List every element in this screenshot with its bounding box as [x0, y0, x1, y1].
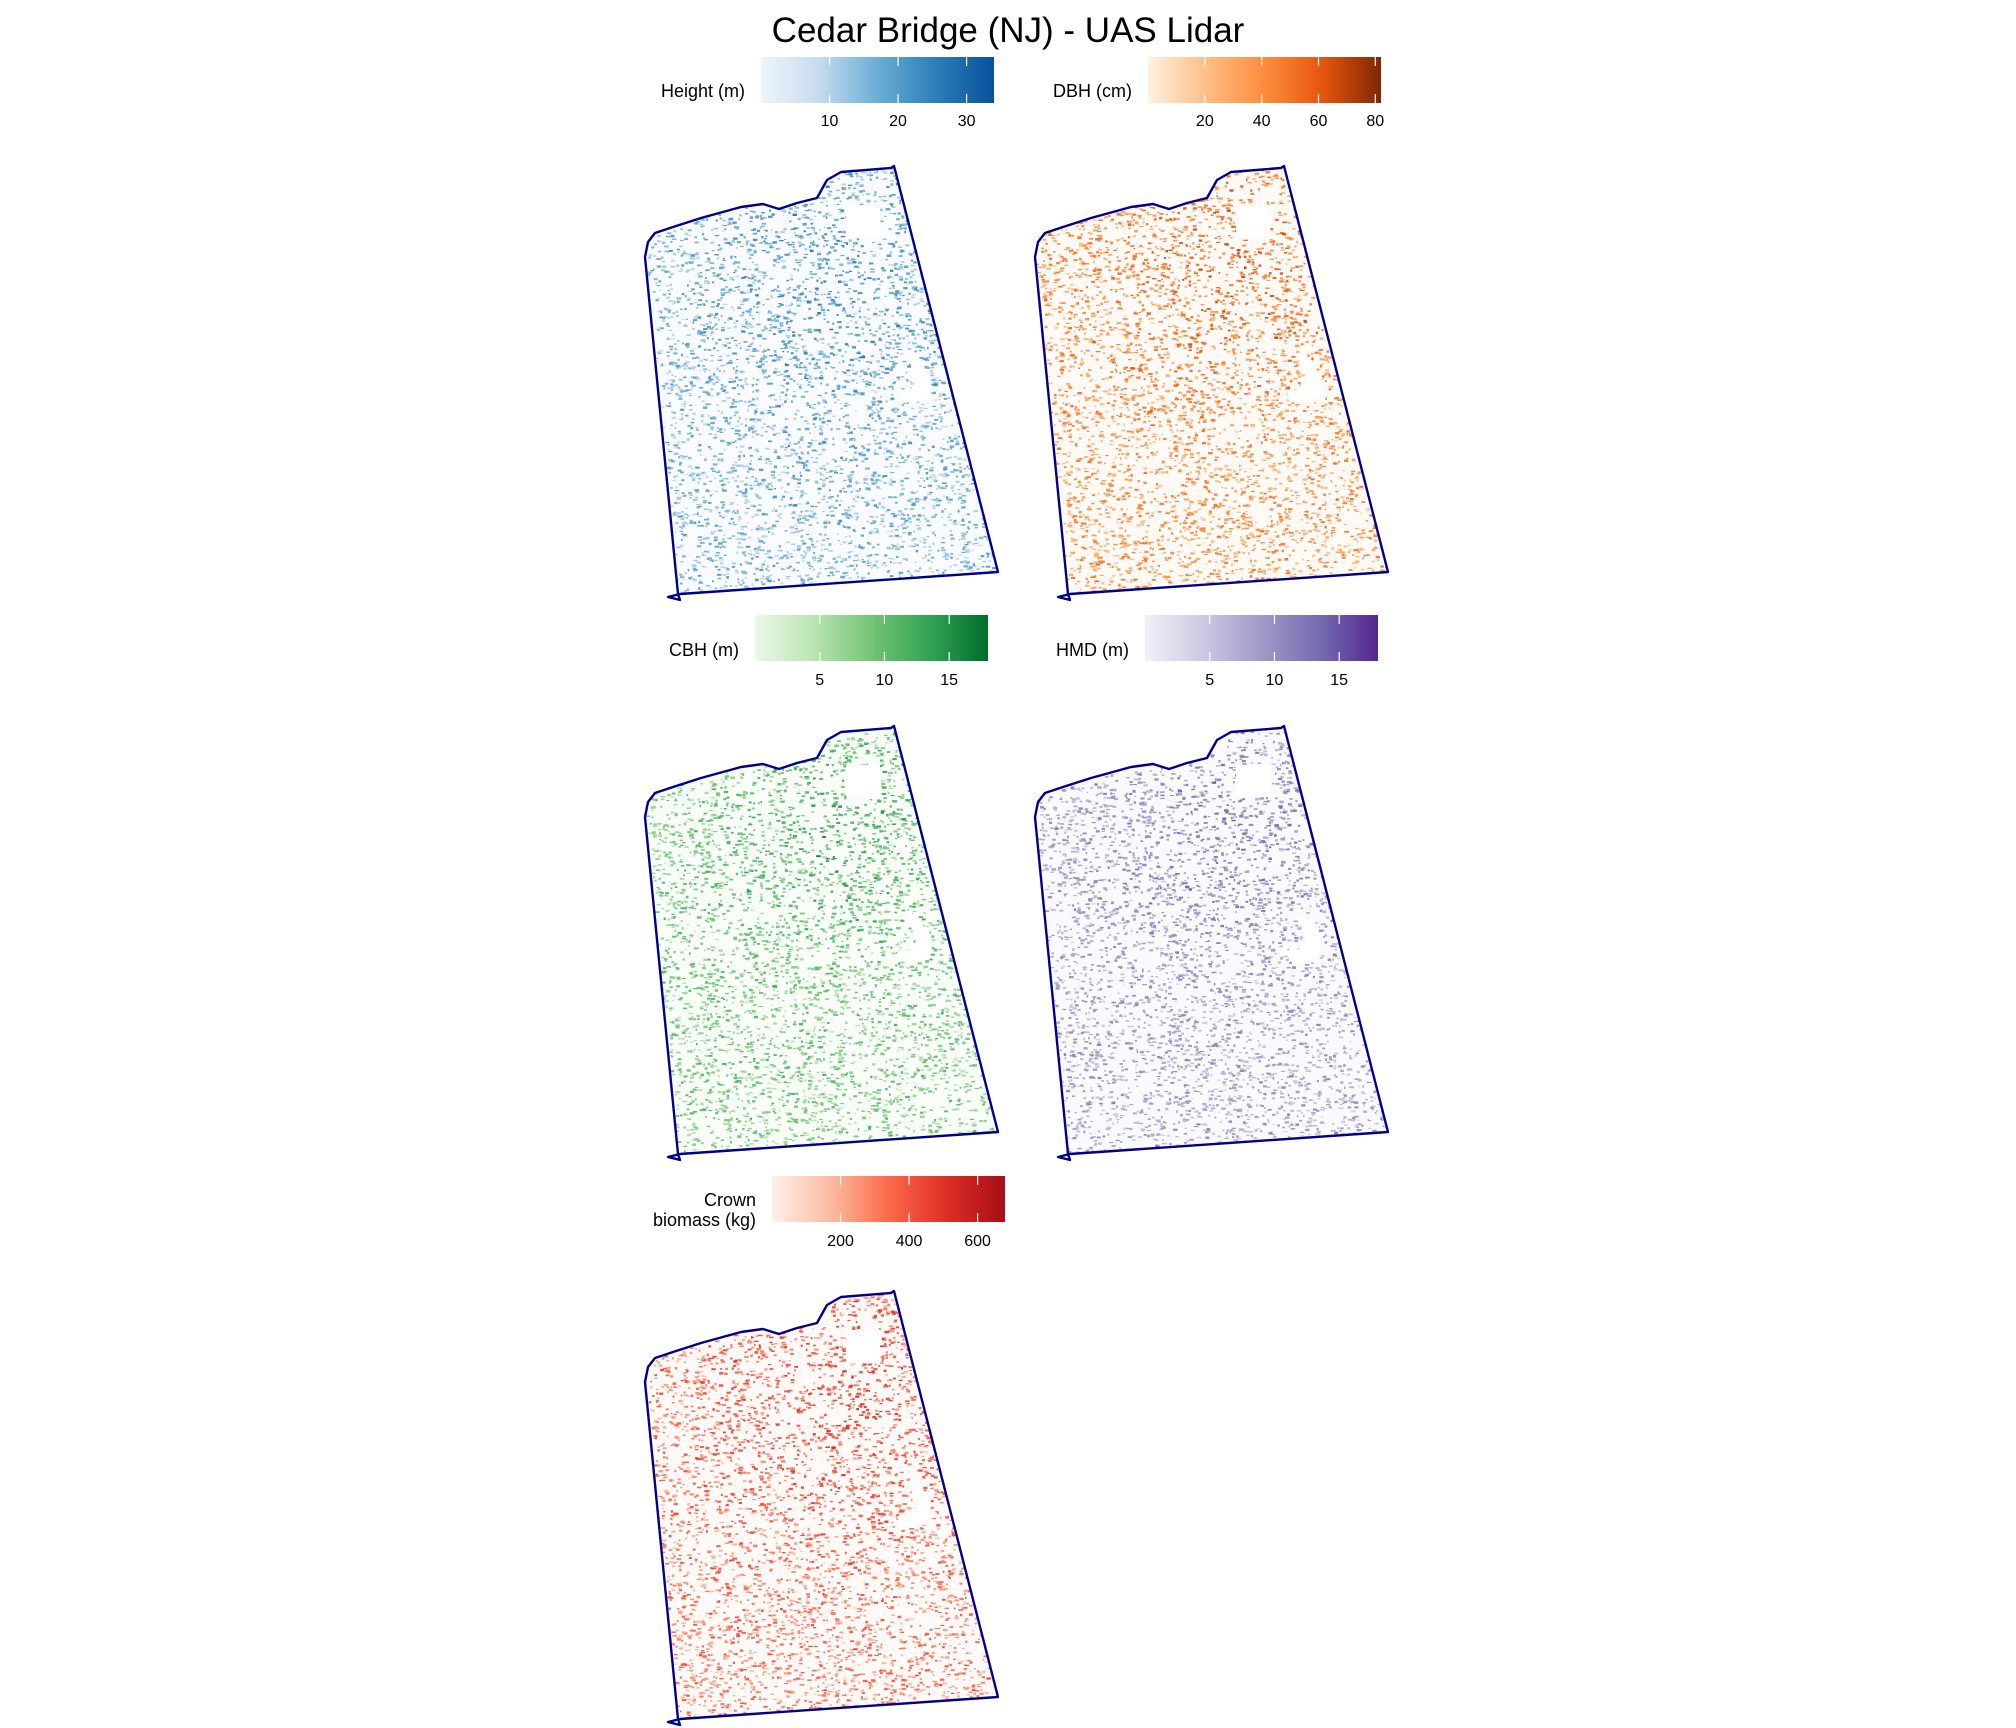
colorbar-dbh	[1148, 57, 1381, 103]
legend-title-cbh: CBH (m)	[669, 640, 739, 660]
legend-dbh: DBH (cm) 20 40 60 80	[1053, 57, 1384, 130]
boundary-dbh	[1033, 164, 1390, 602]
legend-title-hmd: HMD (m)	[1056, 640, 1129, 660]
raster-cbh	[645, 728, 995, 1160]
tick-label: 30	[958, 113, 976, 130]
legend-height: Height (m) 10 20 30	[661, 57, 994, 130]
raster-crown-biomass	[648, 1294, 996, 1720]
map-height	[643, 164, 1000, 602]
tick-label: 60	[1310, 113, 1328, 130]
map-area-dbh	[1035, 166, 1388, 600]
tick-label: 200	[827, 1233, 854, 1250]
tick-label: 10	[1266, 672, 1284, 689]
colorbar-cbh	[755, 615, 988, 661]
panel-hmd: HMD (m) 5 10 15	[1033, 615, 1390, 1162]
panel-cbh: CBH (m) 5 10 15	[643, 615, 1000, 1162]
tick-label: 5	[1205, 672, 1214, 689]
boundary-height	[643, 164, 1000, 602]
legend-title-crown-biomass: biomass (kg)	[653, 1210, 756, 1230]
panel-grid: Height (m) 10 20 30 DBH (cm) 20 40 60 80 CBH (m) 5…	[643, 57, 1390, 1727]
void-square	[846, 765, 880, 797]
tick-label: 20	[1196, 113, 1214, 130]
panel-height: Height (m) 10 20 30	[643, 57, 1000, 602]
legend-title-height: Height (m)	[661, 81, 745, 101]
void-square	[846, 205, 880, 237]
tick-label: 5	[815, 672, 824, 689]
void-hook	[897, 353, 931, 403]
map-cbh	[643, 724, 1000, 1162]
legend-title-crown-biomass: Crown	[704, 1190, 756, 1210]
raster-height	[647, 167, 998, 598]
legend-cbh: CBH (m) 5 10 15	[669, 615, 988, 689]
map-area-hmd	[1035, 726, 1388, 1160]
figure-title: Cedar Bridge (NJ) - UAS Lidar	[772, 11, 1245, 50]
tick-label: 15	[1330, 672, 1348, 689]
tick-label: 10	[876, 672, 894, 689]
map-hmd	[1033, 724, 1390, 1162]
tick-label: 80	[1366, 113, 1384, 130]
panel-dbh: DBH (cm) 20 40 60 80	[1033, 57, 1390, 602]
map-area-cbh	[645, 726, 998, 1160]
boundary-cbh	[643, 724, 1000, 1162]
tick-label: 20	[889, 113, 907, 130]
boundary-hmd	[1033, 724, 1390, 1162]
map-crown-biomass	[643, 1289, 1000, 1727]
void-square	[846, 1330, 880, 1362]
colorbar-height	[761, 57, 994, 103]
void-hook	[1287, 913, 1321, 963]
map-dbh	[1033, 164, 1390, 602]
legend-title-dbh: DBH (cm)	[1053, 81, 1132, 101]
tick-label: 400	[896, 1233, 923, 1250]
void-square	[1236, 765, 1270, 797]
tick-label: 15	[940, 672, 958, 689]
legend-hmd: HMD (m) 5 10 15	[1056, 615, 1378, 689]
raster-hmd	[1038, 729, 1388, 1159]
void-hook	[897, 1478, 931, 1528]
map-area-crown-biomass	[645, 1291, 998, 1725]
void-hook	[1287, 353, 1321, 403]
boundary-crown-biomass	[643, 1289, 1000, 1727]
tick-label: 600	[964, 1233, 991, 1250]
tick-label: 40	[1253, 113, 1271, 130]
void-square	[1236, 205, 1270, 237]
void-hook	[897, 913, 931, 963]
colorbar-hmd	[1145, 615, 1378, 661]
colorbar-crown-biomass	[772, 1176, 1005, 1222]
tick-label: 10	[821, 113, 839, 130]
